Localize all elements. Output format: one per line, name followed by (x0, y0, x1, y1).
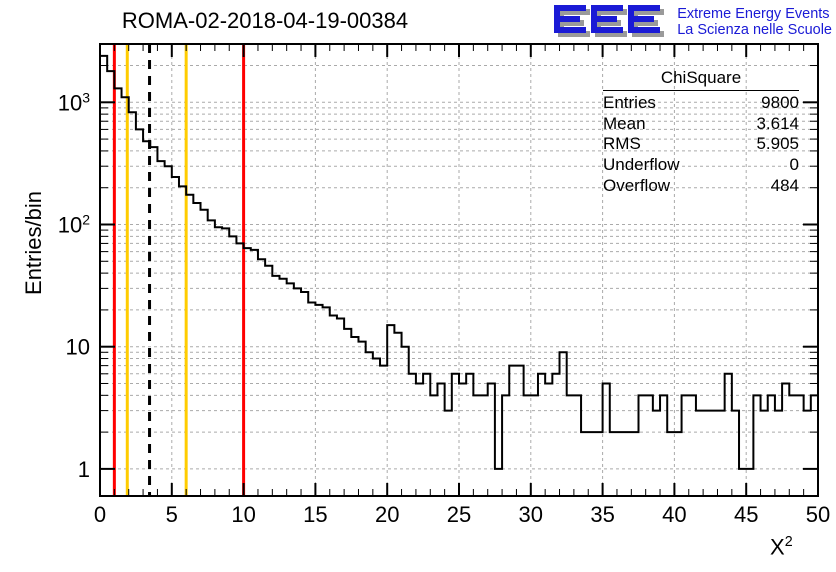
stats-row-mean: Mean 3.614 (603, 114, 799, 135)
stats-value: 3.614 (756, 113, 799, 133)
eee-logo: Extreme Energy Events La Scienza nelle S… (553, 2, 832, 42)
y-tick-label: 103 (58, 89, 90, 115)
stats-label: Mean (603, 113, 646, 133)
stats-label: Underflow (603, 155, 680, 175)
stats-row-underflow: Underflow 0 (603, 155, 799, 176)
x-tick-label: 20 (375, 502, 399, 527)
marker-lines (112, 44, 246, 496)
x-tick-label: 25 (447, 502, 471, 527)
stats-box-title: ChiSquare (660, 68, 742, 87)
histogram-step-line (99, 54, 818, 496)
eee-tagline-1: Extreme Energy Events (677, 5, 830, 22)
page-title: ROMA-02-2018-04-19-00384 (121, 8, 409, 33)
y-tick-label: 1 (78, 457, 90, 482)
stats-label: RMS (603, 134, 641, 154)
stats-value: 0 (789, 155, 799, 175)
stats-label: Overflow (603, 175, 671, 195)
eee-letters-icon (553, 4, 671, 40)
stats-label: Entries (603, 93, 656, 112)
stats-row-overflow: Overflow 484 (603, 176, 799, 197)
stats-box-divider (603, 90, 799, 91)
x-tick-label: 40 (662, 502, 686, 527)
x-tick-label: 15 (303, 502, 327, 527)
stats-row-rms: RMS 5.905 (603, 134, 799, 155)
y-tick-label: 10 (66, 335, 90, 360)
y-tick-label: 102 (58, 211, 90, 237)
x-tick-label: 10 (231, 502, 255, 527)
stats-value: 9800 (761, 93, 799, 112)
x-axis-label: X2 (770, 534, 793, 560)
eee-logo-text: Extreme Energy Events La Scienza nelle S… (677, 6, 832, 38)
x-tick-label: 50 (806, 502, 830, 527)
stats-box: ChiSquare Entries 9800 Mean 3.614 RMS 5.905 Un… (603, 68, 799, 197)
x-axis-label-base: X (770, 534, 785, 560)
x-tick-label: 5 (166, 502, 178, 527)
axis-ticks (99, 43, 819, 496)
stats-box-rows: Entries 9800 Mean 3.614 RMS 5.905 Underflow 0 Ov… (603, 93, 799, 197)
stats-value: 484 (770, 175, 799, 195)
eee-tagline-2: La Scienza nelle Scuole (677, 22, 832, 38)
histogram-outline (99, 54, 818, 496)
x-tick-label: 0 (94, 502, 106, 527)
x-tick-label: 30 (519, 502, 543, 527)
x-tick-label: 45 (734, 502, 758, 527)
x-tick-label: 35 (590, 502, 614, 527)
stats-value: 5.905 (756, 134, 799, 154)
x-axis-label-exponent: 2 (784, 534, 793, 550)
stats-row-entries: Entries 9800 (603, 93, 799, 114)
